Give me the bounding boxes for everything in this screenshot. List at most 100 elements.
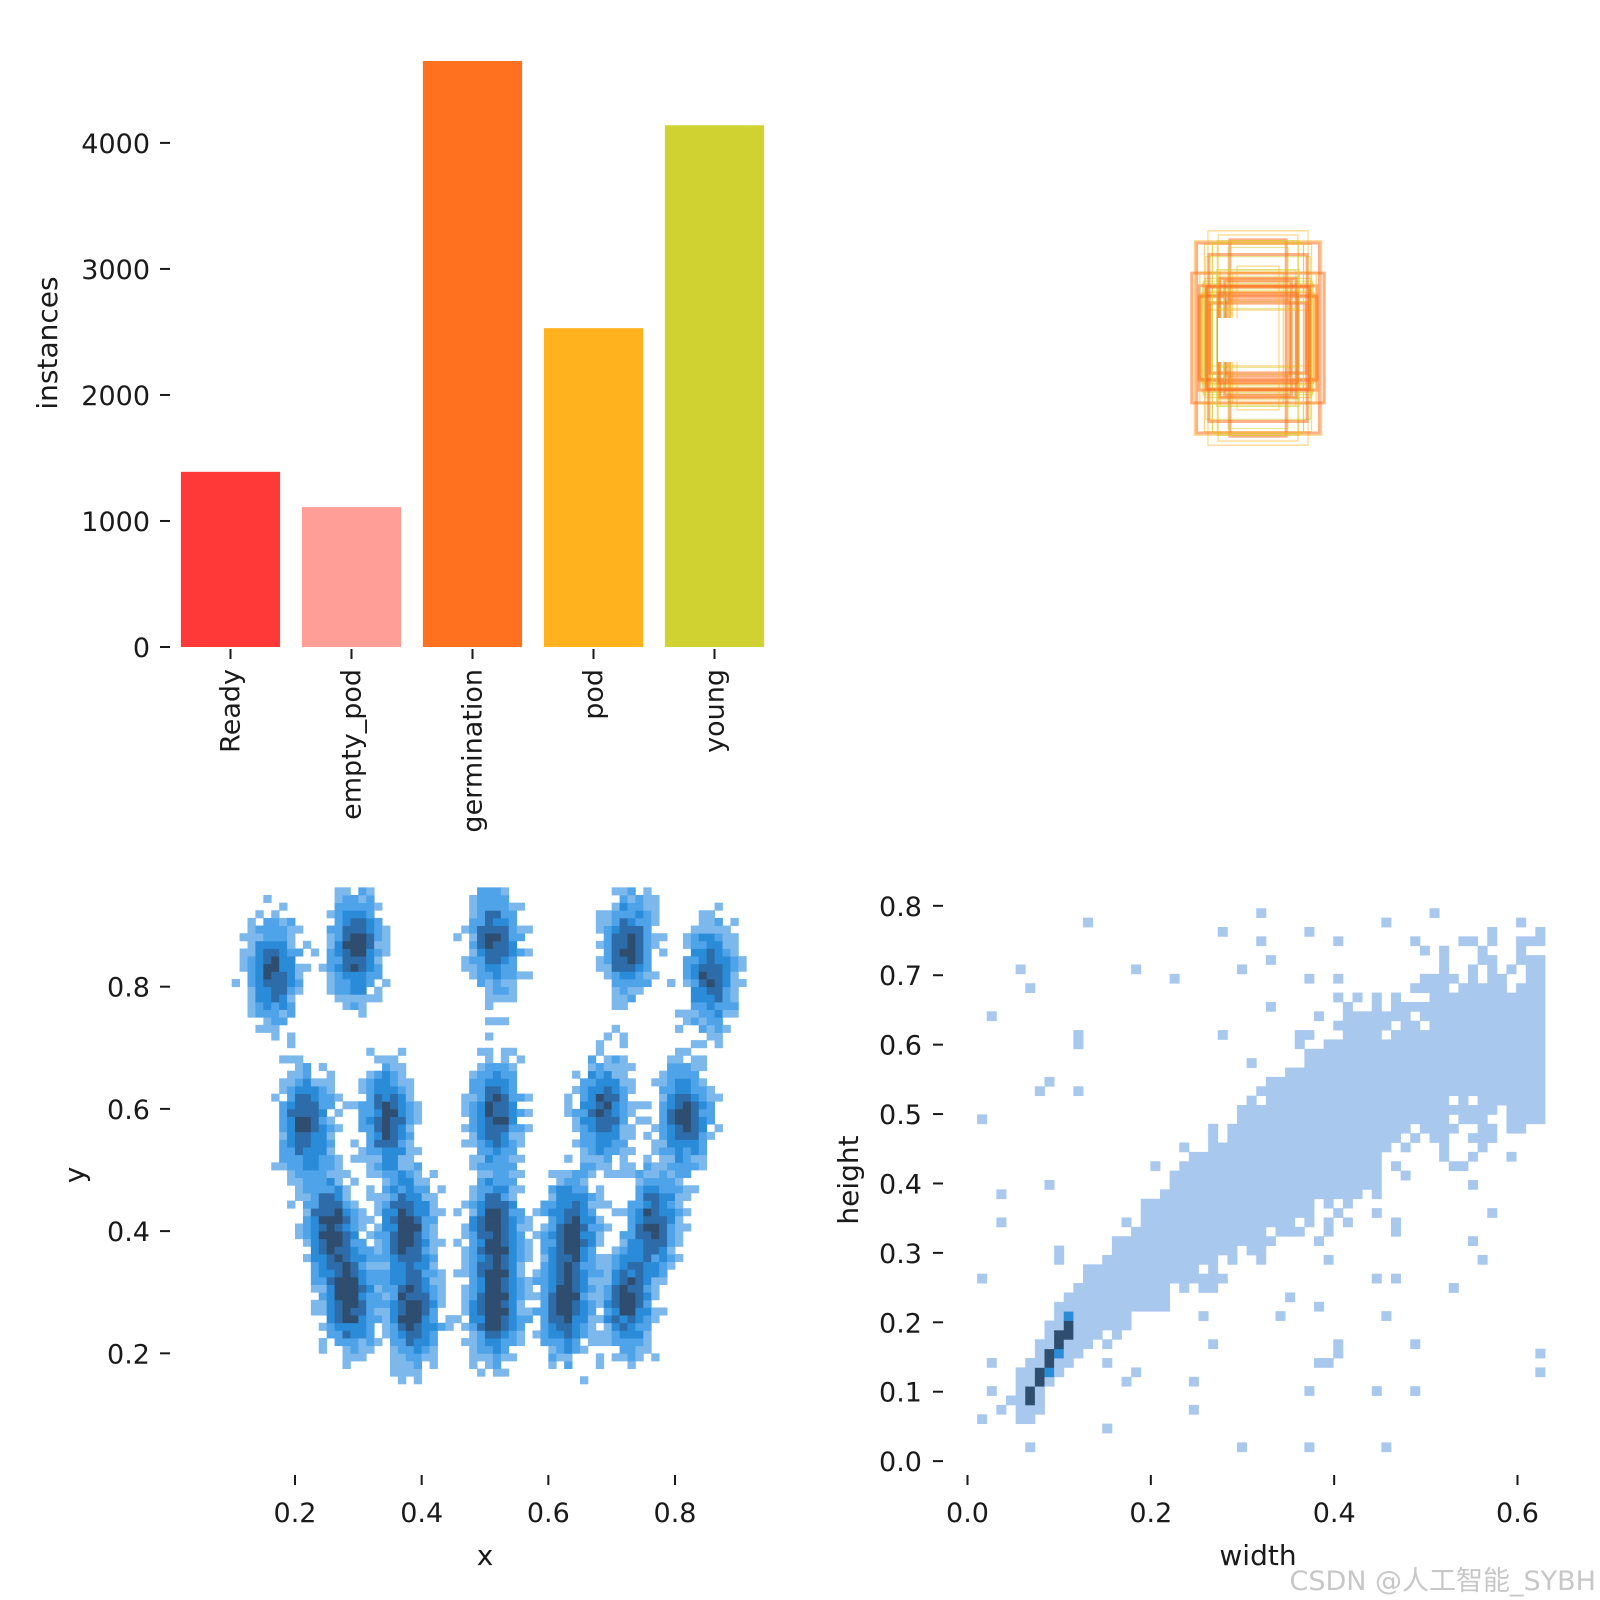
xy-heat-cell — [500, 1063, 510, 1072]
xy-heat-cell — [295, 986, 304, 995]
xy-heat-cell — [287, 1093, 296, 1102]
xy-heat-cell — [397, 1093, 407, 1102]
xy-heat-cell — [564, 1170, 573, 1179]
wh-heat-cell — [1381, 1442, 1392, 1453]
xy-heat-cell — [619, 1101, 628, 1110]
xy-heat-cell — [556, 1345, 565, 1354]
xy-heat-cell — [595, 963, 605, 972]
wh-heat-cell — [1439, 1039, 1450, 1050]
xy-heat-cell — [421, 1292, 430, 1301]
wh-heat-cell — [1362, 1133, 1373, 1143]
xy-heat-cell — [492, 986, 502, 995]
xy-heat-cell — [595, 1085, 605, 1095]
xy-heat-cell — [413, 1284, 423, 1293]
xy-heat-cell — [587, 1299, 597, 1308]
xy-heat-cell — [500, 940, 510, 949]
xy-heat-cell — [382, 948, 391, 957]
xy-heat-cell — [524, 1093, 533, 1102]
xy-heat-cell — [603, 910, 613, 919]
xy-heat-cell — [627, 887, 636, 896]
wh-heat-cell — [1294, 1180, 1305, 1190]
xy-heat-cell — [397, 1170, 407, 1179]
wh-heat-cell — [1054, 1254, 1065, 1265]
xy-heat-cell — [397, 1276, 407, 1285]
xy-heat-cell — [358, 1330, 367, 1339]
xy-heat-cell — [690, 1185, 700, 1194]
xy-heat-cell — [310, 1284, 320, 1293]
wh-heat-cell — [1410, 1386, 1421, 1396]
xy-heat-cell — [366, 956, 375, 965]
wh-heat-cell — [1352, 1180, 1363, 1190]
xy-heat-cell — [675, 1208, 684, 1217]
xy-heat-cell — [334, 1284, 343, 1293]
wh-heat-cell — [996, 1217, 1007, 1228]
xy-heat-cell — [477, 1200, 486, 1209]
xy-heat-cell — [500, 1070, 510, 1079]
wh-heat-cell — [1246, 1095, 1257, 1106]
xy-heat-cell — [682, 1208, 692, 1217]
xy-heat-cell — [310, 1223, 320, 1232]
wh-heat-cell — [1217, 1236, 1228, 1246]
xy-heat-cell — [421, 1238, 430, 1247]
x-tick-label: 0.6 — [1496, 1498, 1539, 1529]
xy-heat-cell — [627, 1223, 636, 1232]
xy-heat-cell — [500, 1154, 510, 1163]
wh-heat-cell — [1150, 1273, 1161, 1284]
xy-heat-cell — [469, 1154, 478, 1163]
xy-heat-cell — [437, 1322, 446, 1331]
wh-heat-cell — [1217, 1208, 1228, 1218]
xy-heat-cell — [580, 1124, 589, 1133]
wh-heat-cell — [1083, 1273, 1094, 1284]
xy-heat-cell — [492, 940, 502, 949]
xy-heat-cell — [595, 1139, 605, 1148]
y-tick-label: 0 — [133, 633, 150, 664]
xy-heat-cell — [302, 1093, 312, 1102]
wh-heat-cell — [1111, 1320, 1122, 1331]
wh-heat-cell — [1342, 1067, 1353, 1078]
xy-heat-cell — [635, 948, 644, 957]
xy-heat-cell — [477, 933, 486, 942]
xy-heat-cell — [643, 1276, 652, 1285]
xy-heat-cell — [469, 1284, 478, 1293]
xy-heat-cell — [271, 925, 280, 934]
wh-heat-cell — [1294, 1039, 1305, 1050]
xy-heat-cell — [405, 1338, 415, 1347]
xy-heat-cell — [675, 1254, 684, 1263]
xy-heat-cell — [271, 1032, 280, 1041]
xy-heat-cell — [405, 1315, 415, 1324]
wh-heat-cell — [1333, 1151, 1344, 1162]
wh-heat-cell — [1314, 1114, 1325, 1125]
wh-heat-cell — [1381, 1095, 1392, 1106]
wh-heat-cell — [1265, 1198, 1276, 1209]
xy-heat-cell — [682, 1017, 692, 1026]
wh-heat-cell — [1150, 1161, 1161, 1172]
xy-heat-cell — [500, 1047, 510, 1056]
wh-heat-cell — [1285, 1151, 1296, 1162]
xy-heat-cell — [564, 1360, 573, 1370]
wh-heat-cell — [1371, 1001, 1382, 1012]
xy-heat-cell — [659, 1139, 668, 1148]
xy-heat-cell — [382, 1078, 391, 1087]
xy-heat-cell — [643, 1345, 652, 1354]
xy-heat-cell — [485, 1215, 494, 1224]
xy-heat-cell — [461, 1284, 470, 1293]
xy-heat-cell — [350, 940, 359, 949]
xy-heat-cell — [580, 1376, 589, 1385]
xy-heat-cell — [382, 940, 391, 949]
xy-heat-cell — [572, 1200, 581, 1209]
xy-heat-cell — [247, 1001, 256, 1010]
xy-heat-cell — [477, 1131, 486, 1140]
wh-heat-cell — [1140, 1254, 1151, 1265]
xy-heat-cell — [469, 1330, 478, 1339]
wh-heat-cell — [1525, 1001, 1536, 1012]
xy-heat-cell — [635, 956, 644, 965]
xy-heat-cell — [587, 1154, 597, 1163]
xy-heat-cell — [477, 1345, 486, 1354]
wh-heat-cell — [1150, 1245, 1161, 1256]
xy-heat-cell — [540, 1246, 549, 1255]
xy-heat-cell — [619, 1116, 628, 1125]
xy-heat-cell — [508, 1085, 518, 1095]
xy-heat-cell — [287, 1162, 296, 1171]
wh-heat-cell — [1333, 1076, 1344, 1087]
xy-heat-cell — [500, 1116, 510, 1125]
